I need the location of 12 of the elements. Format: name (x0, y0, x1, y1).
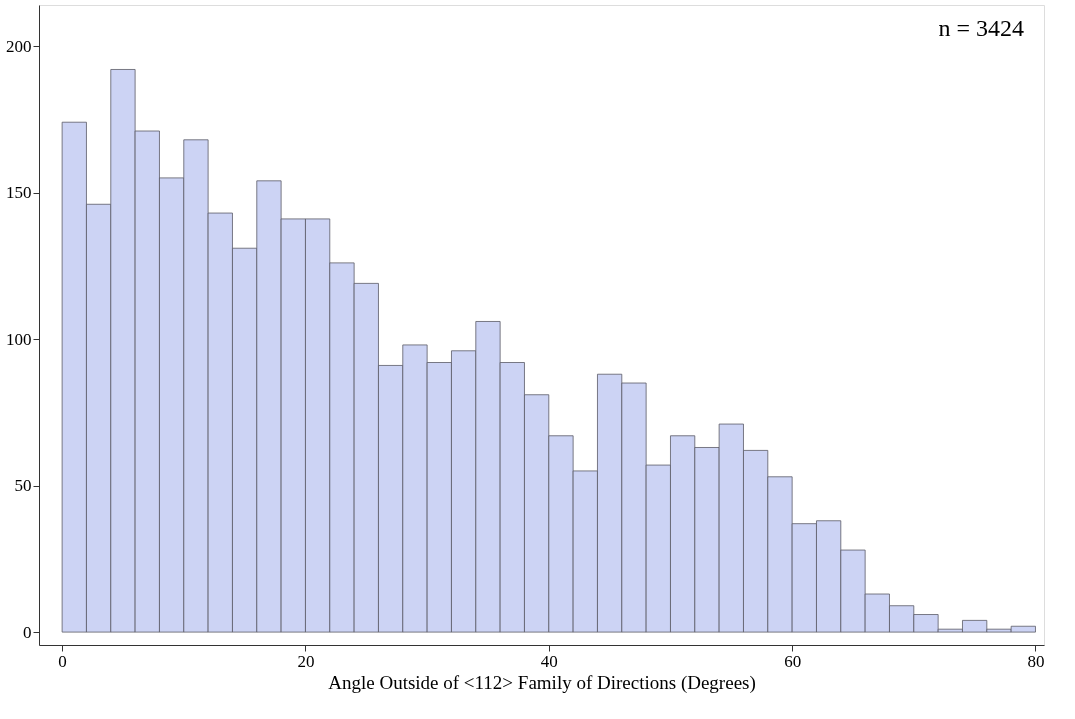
y-tick-label: 50 (14, 476, 32, 496)
y-tick-label: 150 (6, 183, 32, 203)
x-axis-title: Angle Outside of <112> Family of Directions (Degrees) (328, 671, 756, 694)
y-tick-label: 0 (23, 622, 32, 642)
y-tick-label: 200 (6, 36, 32, 56)
x-tick-label: 0 (58, 651, 67, 671)
annotation: n = 3424 (938, 15, 1024, 41)
x-tick-label: 40 (540, 651, 558, 671)
x-tick-label: 60 (784, 651, 802, 671)
x-tick-label: 20 (297, 651, 315, 671)
y-tick-label: 100 (6, 329, 32, 349)
x-tick-label: 80 (1027, 651, 1045, 671)
